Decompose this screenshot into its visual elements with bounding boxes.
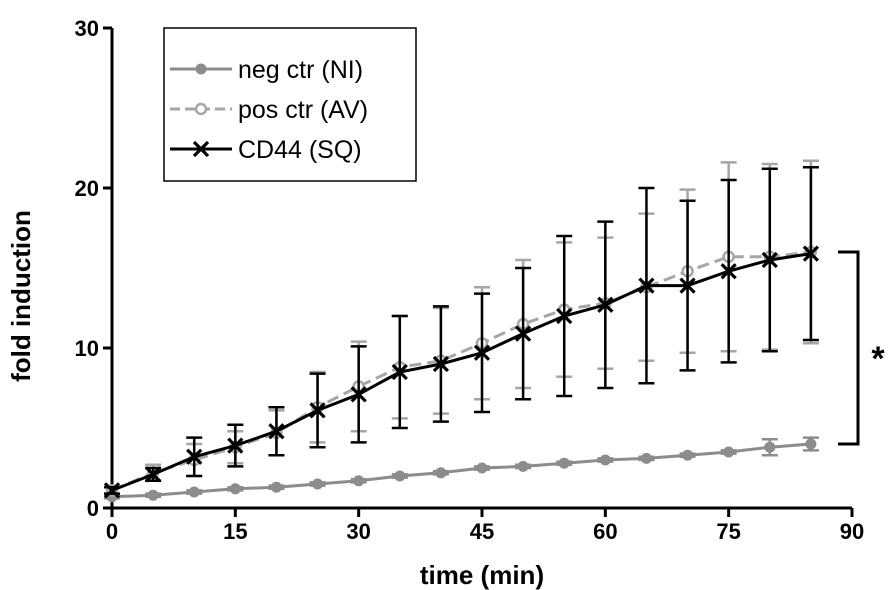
data-point [682,449,694,461]
x-tick-label: 0 [106,519,118,544]
data-point [802,245,820,262]
data-point [679,277,696,294]
data-point [147,489,159,501]
data-point [473,344,491,361]
legend-marker [192,140,210,158]
data-point [394,470,406,482]
data-point [312,478,324,490]
series-2 [103,165,820,499]
data-point [640,452,652,464]
y-tick-label: 20 [75,176,99,201]
legend-label: neg ctr (NI) [238,56,363,84]
x-tick-label: 45 [470,519,494,544]
significance-bracket [838,250,860,446]
x-axis-title: time (min) [420,560,544,590]
legend-item: pos ctr (AV) [170,96,368,124]
data-point [353,475,365,487]
x-tick-label: 60 [593,519,617,544]
data-point [723,446,735,458]
data-point [720,263,737,280]
legend-label: CD44 (SQ) [238,136,362,164]
series-line [111,252,812,492]
data-point [558,457,570,469]
data-point [517,460,529,472]
series-0 [104,436,819,503]
data-point [435,467,447,479]
x-tick-label: 75 [716,519,740,544]
legend-item: CD44 (SQ) [170,136,362,164]
legend-marker [195,63,207,75]
data-point [514,325,532,342]
series-line [111,250,812,492]
y-tick-label: 10 [75,336,99,361]
data-point [229,483,241,495]
x-tick-label: 90 [840,519,864,544]
series-1 [104,159,819,497]
significance-annotation: * [838,250,885,446]
legend-marker [194,102,208,116]
legend-item: neg ctr (NI) [170,56,363,84]
data-point [391,363,408,381]
data-point [188,486,200,498]
data-point [556,307,573,325]
data-point [186,448,203,465]
y-axis-title: fold induction [6,210,36,382]
significance-asterisk: * [871,340,885,378]
data-point [227,437,244,454]
x-tick-label: 30 [346,519,370,544]
data-point [144,466,162,483]
legend-label: pos ctr (AV) [238,96,368,124]
data-point [432,355,450,373]
data-point [103,482,121,499]
data-point [805,438,817,450]
data-point [764,441,776,453]
data-point [597,296,614,313]
data-point [638,277,655,294]
data-point [309,402,326,419]
y-tick-label: 30 [75,16,99,41]
data-point [268,423,285,440]
series-layer [103,159,820,503]
data-point [761,251,778,269]
series-line [111,442,812,499]
data-point [270,481,282,493]
x-tick-label: 15 [223,519,247,544]
legend: neg ctr (NI) pos ctr (AV) CD44 (SQ) [163,27,417,182]
data-point [599,454,611,466]
axis-ticks: 0 15 30 45 60 75 90 0 10 20 30 [75,16,865,544]
y-tick-label: 0 [87,496,99,521]
data-point [476,462,488,474]
data-point [350,386,367,403]
